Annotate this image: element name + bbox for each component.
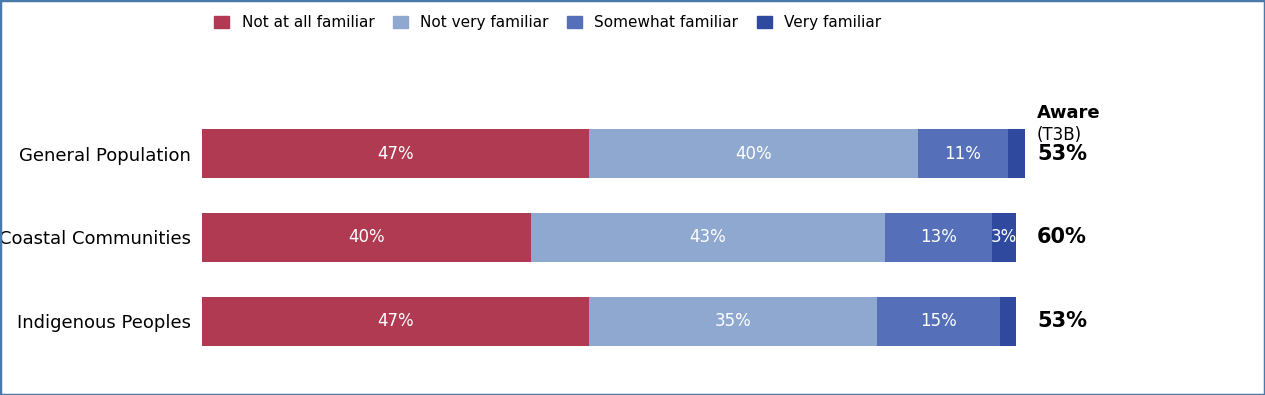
Text: 40%: 40% xyxy=(349,228,385,246)
Text: 15%: 15% xyxy=(920,312,956,330)
Text: 40%: 40% xyxy=(735,145,772,162)
Bar xyxy=(589,297,877,346)
Text: 47%: 47% xyxy=(377,312,414,330)
Text: 11%: 11% xyxy=(945,145,982,162)
Bar xyxy=(202,297,589,346)
Bar xyxy=(918,129,1008,178)
Bar xyxy=(1001,297,1017,346)
Bar xyxy=(202,213,531,261)
Bar xyxy=(589,129,918,178)
Bar xyxy=(992,213,1017,261)
Text: 43%: 43% xyxy=(689,228,726,246)
Text: (T3B): (T3B) xyxy=(1037,126,1082,144)
Bar xyxy=(877,297,1001,346)
Text: 53%: 53% xyxy=(1037,143,1087,164)
Text: 35%: 35% xyxy=(715,312,751,330)
Bar xyxy=(202,129,589,178)
Bar xyxy=(531,213,886,261)
Bar xyxy=(886,213,992,261)
Text: 53%: 53% xyxy=(1037,311,1087,331)
Text: Aware: Aware xyxy=(1037,104,1101,122)
Text: 3%: 3% xyxy=(990,228,1017,246)
Bar xyxy=(1008,129,1025,178)
Text: 60%: 60% xyxy=(1037,228,1087,247)
Text: 47%: 47% xyxy=(377,145,414,162)
Legend: Not at all familiar, Not very familiar, Somewhat familiar, Very familiar: Not at all familiar, Not very familiar, … xyxy=(214,15,882,30)
Text: 13%: 13% xyxy=(920,228,956,246)
